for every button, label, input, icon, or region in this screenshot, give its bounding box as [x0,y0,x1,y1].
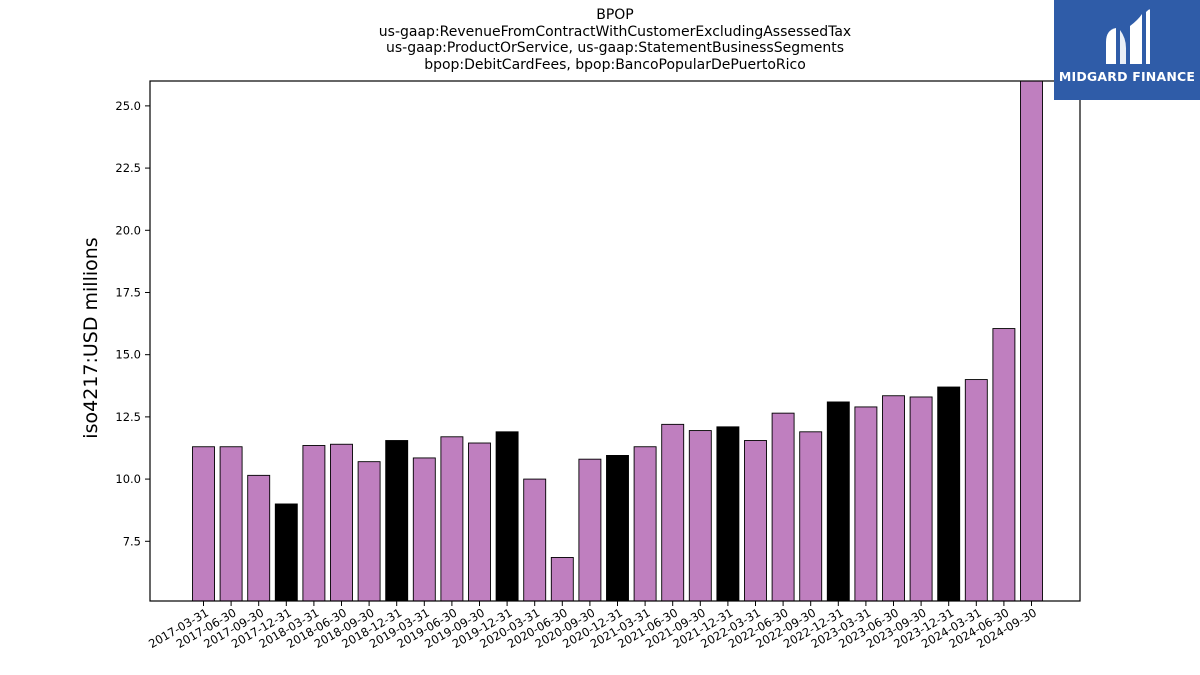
bar-2024-03-31 [964,379,988,602]
bar-2018-03-31 [302,445,326,602]
chart-title-line: us-gaap:RevenueFromContractWithCustomerE… [378,23,852,40]
y-tick-label: 25.0 [115,99,141,113]
bar-2019-12-31 [495,431,519,602]
bar-2024-06-30 [992,328,1016,602]
bar-2024-09-30 [1020,80,1043,602]
y-tick-label: 7.5 [123,534,141,548]
bar-2017-12-31 [274,503,298,602]
midgard-logo-icon [1106,9,1150,65]
bar-2023-03-31 [854,406,878,602]
x-axis: 2017-03-312017-06-302017-09-302017-12-31… [146,601,1039,651]
y-axis-label: iso4217:USD millions [80,237,102,438]
chart-title: BPOP us-gaap:RevenueFromContractWithCust… [150,7,1080,73]
plot-frame [149,80,1081,602]
y-tick-label: 20.0 [115,223,141,237]
bar-2020-03-31 [523,478,547,602]
bar-2021-09-30 [688,430,712,602]
bar-2022-03-31 [744,440,767,602]
bar-2022-06-30 [771,412,795,602]
y-tick-label: 10.0 [115,472,141,486]
bar-2018-12-31 [385,440,409,602]
chart-title-line: BPOP [596,7,634,23]
bar-2018-06-30 [330,443,353,602]
bar-2022-12-31 [826,401,850,602]
bar-2019-03-31 [412,457,436,602]
bars-group [192,80,1043,602]
y-tick-label: 17.5 [115,285,141,299]
bar-2018-09-30 [357,461,381,602]
bar-2021-06-30 [661,423,685,602]
bar-2023-09-30 [909,396,933,602]
brand-logo: MIDGARD FINANCE [1054,0,1200,100]
bar-2017-03-31 [192,446,215,602]
logo-text: MIDGARD FINANCE [1058,69,1196,84]
bar-2020-12-31 [606,455,629,602]
y-axis: 7.5 10.0 12.5 15.0 17.5 20.0 22.5 25.0 [115,99,150,548]
bar-2017-09-30 [247,474,271,602]
bar-2021-03-31 [633,446,657,602]
bar-2017-06-30 [219,446,243,602]
y-tick-label: 22.5 [115,161,141,175]
bar-2020-09-30 [578,458,602,602]
y-tick-label: 12.5 [115,410,141,424]
bar-2023-12-31 [937,386,961,602]
bar-2019-09-30 [468,442,491,602]
bar-2020-06-30 [550,557,574,602]
bar-2022-09-30 [799,431,823,602]
y-tick-label: 15.0 [115,348,141,362]
bar-2019-06-30 [440,436,464,602]
chart-title-line: bpop:DebitCardFees, bpop:BancoPopularDeP… [424,56,806,73]
bar-2021-12-31 [716,426,740,602]
bar-2023-06-30 [882,395,905,602]
chart-title-line: us-gaap:ProductOrService, us-gaap:Statem… [385,40,844,56]
